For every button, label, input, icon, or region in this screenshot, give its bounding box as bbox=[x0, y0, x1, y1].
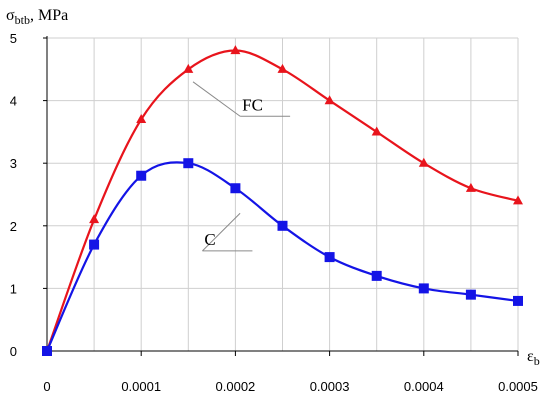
series-c-point bbox=[230, 183, 241, 194]
y-tick-label: 3 bbox=[10, 156, 17, 171]
series-c-point bbox=[324, 252, 335, 263]
series-c bbox=[42, 158, 523, 356]
series-fc-point bbox=[324, 95, 335, 105]
x-tick-label: 0 bbox=[43, 379, 50, 394]
series-layer bbox=[42, 45, 523, 356]
x-tick-label: 0.0002 bbox=[216, 379, 256, 394]
y-tick-label: 4 bbox=[10, 94, 17, 109]
series-c-point bbox=[183, 158, 194, 169]
series-c-point bbox=[465, 289, 476, 300]
annotation-layer: FC C bbox=[192, 81, 291, 252]
series-c-point bbox=[89, 239, 100, 250]
x-axis-subscript: b bbox=[534, 354, 540, 368]
series-c-point bbox=[42, 346, 52, 356]
y-axis-subscript: btb bbox=[15, 13, 30, 27]
series-c-point bbox=[418, 283, 429, 294]
x-tick-label: 0.0005 bbox=[498, 379, 538, 394]
x-axis-symbol: ε bbox=[527, 348, 534, 365]
x-axis-title: εb bbox=[527, 348, 540, 368]
series-fc-point bbox=[277, 63, 288, 73]
y-axis-title: σbtb, MPa bbox=[6, 7, 68, 27]
series-c-point bbox=[371, 270, 382, 281]
series-c-point bbox=[277, 220, 288, 231]
x-tick-label: 0.0001 bbox=[121, 379, 161, 394]
series-fc-point bbox=[136, 113, 147, 123]
series-fc-point bbox=[230, 45, 241, 55]
series-fc-line bbox=[45, 49, 519, 352]
series-fc-point bbox=[418, 157, 429, 167]
leader-line-fc bbox=[192, 81, 241, 117]
series-fc-point bbox=[513, 195, 523, 205]
series-fc-point bbox=[183, 63, 194, 73]
y-tick-label: 0 bbox=[10, 344, 17, 359]
series-c-point bbox=[136, 170, 147, 181]
series-c-line bbox=[45, 161, 519, 352]
y-axis-suffix: , MPa bbox=[30, 7, 68, 24]
series-c-point bbox=[513, 295, 523, 306]
x-tick-label: 0.0004 bbox=[404, 379, 444, 394]
x-tick-label: 0.0003 bbox=[310, 379, 350, 394]
y-tick-label: 5 bbox=[10, 31, 17, 46]
leader-line-c bbox=[202, 212, 241, 252]
y-axis-symbol: σ bbox=[6, 7, 15, 24]
tick-labels: 0 0.0001 0.0002 0.0003 0.0004 0.0005 0 1 2 3 4 5 bbox=[10, 31, 538, 394]
series-fc-point bbox=[371, 126, 382, 136]
annotation-c: C bbox=[204, 230, 215, 249]
y-tick-label: 1 bbox=[10, 281, 17, 296]
grid bbox=[47, 37, 519, 351]
series-fc-point bbox=[465, 182, 476, 192]
axes bbox=[43, 36, 519, 356]
annotation-fc: FC bbox=[242, 95, 263, 114]
series-fc-point bbox=[89, 214, 100, 224]
y-tick-label: 2 bbox=[10, 219, 17, 234]
